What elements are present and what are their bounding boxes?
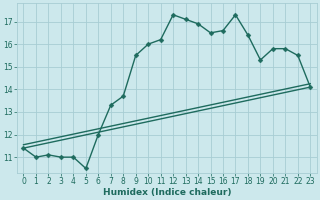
X-axis label: Humidex (Indice chaleur): Humidex (Indice chaleur) [103,188,231,197]
